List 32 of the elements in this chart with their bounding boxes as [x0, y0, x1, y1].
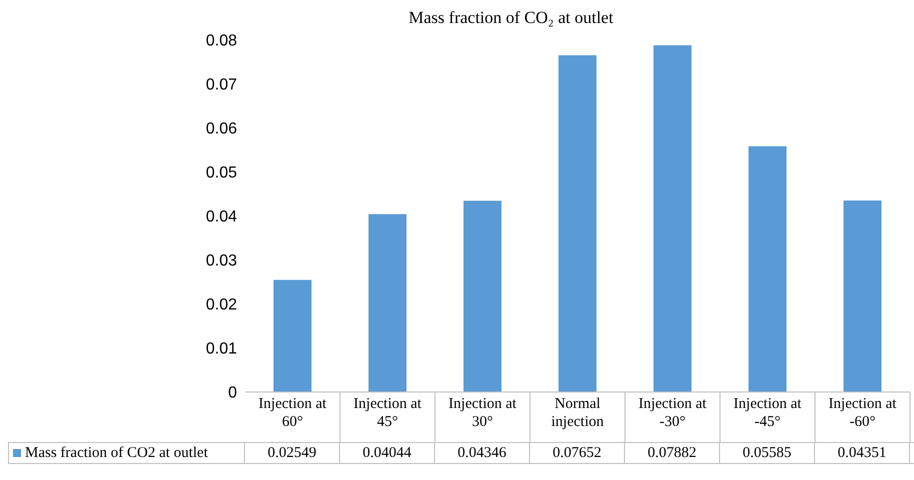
y-tick-label: 0.04 — [206, 208, 238, 226]
data-label: 0.07652 — [530, 443, 625, 463]
bar — [748, 146, 786, 392]
x-tick-label: Injection at -60° — [828, 396, 898, 430]
x-tick-label: Injection at 30° — [448, 396, 518, 430]
bar — [654, 45, 692, 392]
x-tick-label: Injection at -45° — [734, 396, 802, 430]
bar — [558, 55, 596, 392]
x-tick-label: Injection at 45° — [354, 396, 422, 430]
data-label: 0.05585 — [720, 443, 815, 463]
y-tick-label: 0 — [228, 384, 238, 402]
bar — [844, 200, 882, 392]
y-tick-label: 0.03 — [206, 252, 238, 270]
chart-title: Mass fraction of CO₂ at outlet — [408, 7, 614, 29]
data-label: 0.02549 — [245, 443, 340, 463]
data-label: 0.04346 — [435, 443, 530, 463]
bar — [464, 200, 502, 392]
y-tick-label: 0.02 — [206, 296, 238, 314]
x-tick-label: Injection at 60° — [258, 396, 328, 430]
y-tick-label: 0.07 — [206, 76, 238, 94]
data-label: 0.04044 — [340, 443, 435, 463]
y-tick-label: 0.05 — [206, 164, 238, 182]
bar — [368, 214, 406, 392]
y-tick-label: 0.08 — [206, 32, 238, 50]
x-tick-label: Normal injection — [551, 396, 604, 430]
data-label: 0.04351 — [815, 443, 910, 463]
x-tick-label: Injection at -30° — [638, 396, 708, 430]
bar — [274, 280, 312, 392]
y-tick-label: 0.06 — [206, 120, 238, 138]
y-tick-label: 0.01 — [206, 340, 238, 358]
data-label: 0.07882 — [625, 443, 720, 463]
legend-label: Mass fraction of CO2 at outlet — [25, 444, 208, 462]
